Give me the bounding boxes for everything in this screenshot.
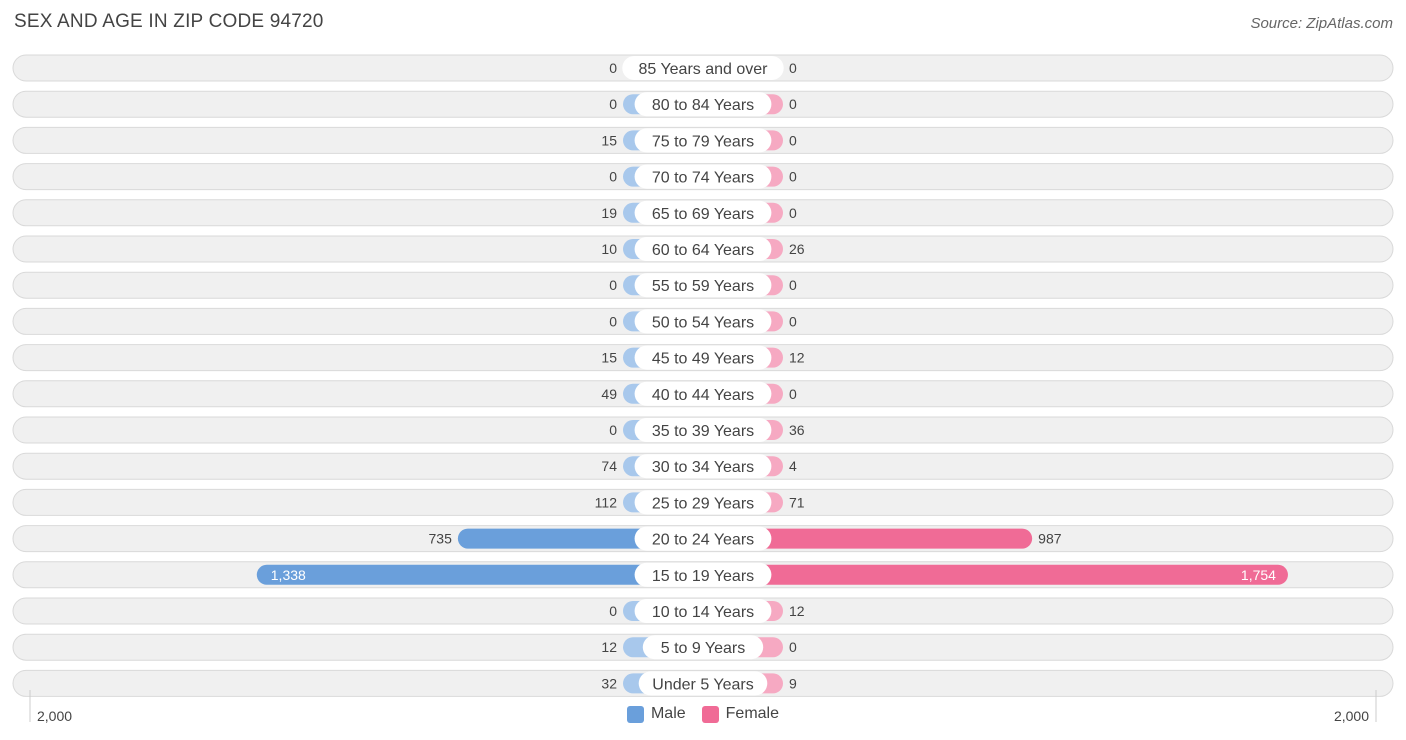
category-label: 75 to 79 Years — [652, 133, 754, 150]
category-label: 35 to 39 Years — [652, 423, 754, 440]
category-pill — [634, 200, 772, 225]
category-label: 60 to 64 Years — [652, 242, 754, 259]
category-label: 80 to 84 Years — [652, 97, 754, 114]
category-pill — [634, 562, 772, 587]
female-value-label: 36 — [789, 422, 805, 438]
category-label: 25 to 29 Years — [652, 495, 754, 512]
legend-label-female: Female — [725, 705, 780, 722]
male-value-label: 0 — [609, 96, 617, 112]
category-label: 30 to 34 Years — [652, 459, 754, 476]
category-pill — [634, 454, 772, 479]
category-pill — [622, 56, 784, 80]
category-label: Under 5 Years — [652, 676, 753, 693]
male-value-label: 49 — [601, 386, 617, 402]
category-pill — [642, 635, 764, 660]
female-value-label: 0 — [789, 169, 797, 185]
female-swatch — [701, 705, 719, 723]
female-value-label: 0 — [789, 386, 797, 402]
male-value-label: 735 — [429, 531, 453, 547]
male-value-label: 74 — [601, 458, 617, 474]
male-value-label: 15 — [601, 350, 617, 366]
legend-label-male: Male — [650, 705, 686, 722]
category-label: 10 to 14 Years — [652, 604, 754, 621]
axis-label-right: 2,000 — [1334, 708, 1369, 724]
female-bar — [693, 564, 1288, 585]
category-pill — [634, 309, 772, 334]
source-credit: Source: ZipAtlas.com — [1250, 15, 1393, 32]
category-label: 15 to 19 Years — [652, 568, 754, 585]
chart-title: SEX AND AGE IN ZIP CODE 94720 — [14, 11, 324, 32]
female-value-label: 0 — [789, 277, 797, 293]
category-label: 55 to 59 Years — [652, 278, 754, 295]
category-label: 85 Years and over — [639, 61, 769, 78]
legend-item-male[interactable]: Male — [626, 705, 686, 723]
female-value-label: 987 — [1038, 531, 1062, 547]
female-value-label: 9 — [789, 675, 797, 691]
female-value-label: 4 — [789, 458, 797, 474]
male-swatch — [626, 705, 644, 723]
category-pill — [634, 490, 772, 515]
male-value-label: 12 — [601, 639, 617, 655]
category-label: 50 to 54 Years — [652, 314, 754, 331]
category-pill — [638, 671, 768, 696]
male-value-label: 15 — [601, 132, 617, 148]
male-value-label: 19 — [601, 205, 617, 221]
female-value-label: 0 — [789, 313, 797, 329]
male-value-label: 0 — [609, 60, 617, 76]
male-value-label: 0 — [609, 313, 617, 329]
male-bar — [256, 564, 713, 585]
category-pill — [634, 92, 772, 117]
female-value-label: 0 — [789, 132, 797, 148]
category-pill — [634, 381, 772, 406]
category-label: 20 to 24 Years — [652, 532, 754, 549]
axis-label-left: 2,000 — [37, 708, 72, 724]
female-value-label: 26 — [789, 241, 805, 257]
female-value-label: 0 — [789, 60, 797, 76]
category-label: 65 to 69 Years — [652, 206, 754, 223]
male-value-label: 0 — [609, 422, 617, 438]
male-value-label: 32 — [601, 675, 617, 691]
male-value-label: 1,338 — [271, 567, 306, 583]
female-bar — [693, 528, 1033, 549]
category-pill — [634, 526, 772, 551]
female-value-label: 0 — [789, 96, 797, 112]
female-value-label: 0 — [789, 205, 797, 221]
category-label: 45 to 49 Years — [652, 351, 754, 368]
female-value-label: 12 — [789, 603, 805, 619]
category-pill — [634, 418, 772, 442]
category-pill — [634, 345, 772, 370]
male-value-label: 112 — [595, 494, 618, 510]
legend-item-female[interactable]: Female — [701, 705, 780, 723]
female-value-label: 0 — [789, 639, 797, 655]
legend: Male Female — [0, 705, 1406, 723]
male-value-label: 0 — [609, 169, 617, 185]
male-value-label: 0 — [609, 277, 617, 293]
male-value-label: 0 — [609, 603, 617, 619]
category-pill — [634, 237, 772, 261]
female-value-label: 12 — [789, 350, 805, 366]
category-label: 40 to 44 Years — [652, 387, 754, 404]
male-value-label: 10 — [601, 241, 617, 257]
category-label: 5 to 9 Years — [661, 640, 746, 657]
category-label: 70 to 74 Years — [652, 170, 754, 187]
category-pill — [634, 164, 772, 189]
category-pill — [634, 128, 772, 153]
category-pill — [634, 273, 772, 298]
category-pill — [634, 599, 772, 623]
female-value-label: 71 — [789, 494, 805, 510]
female-value-label: 1,754 — [1241, 567, 1276, 583]
